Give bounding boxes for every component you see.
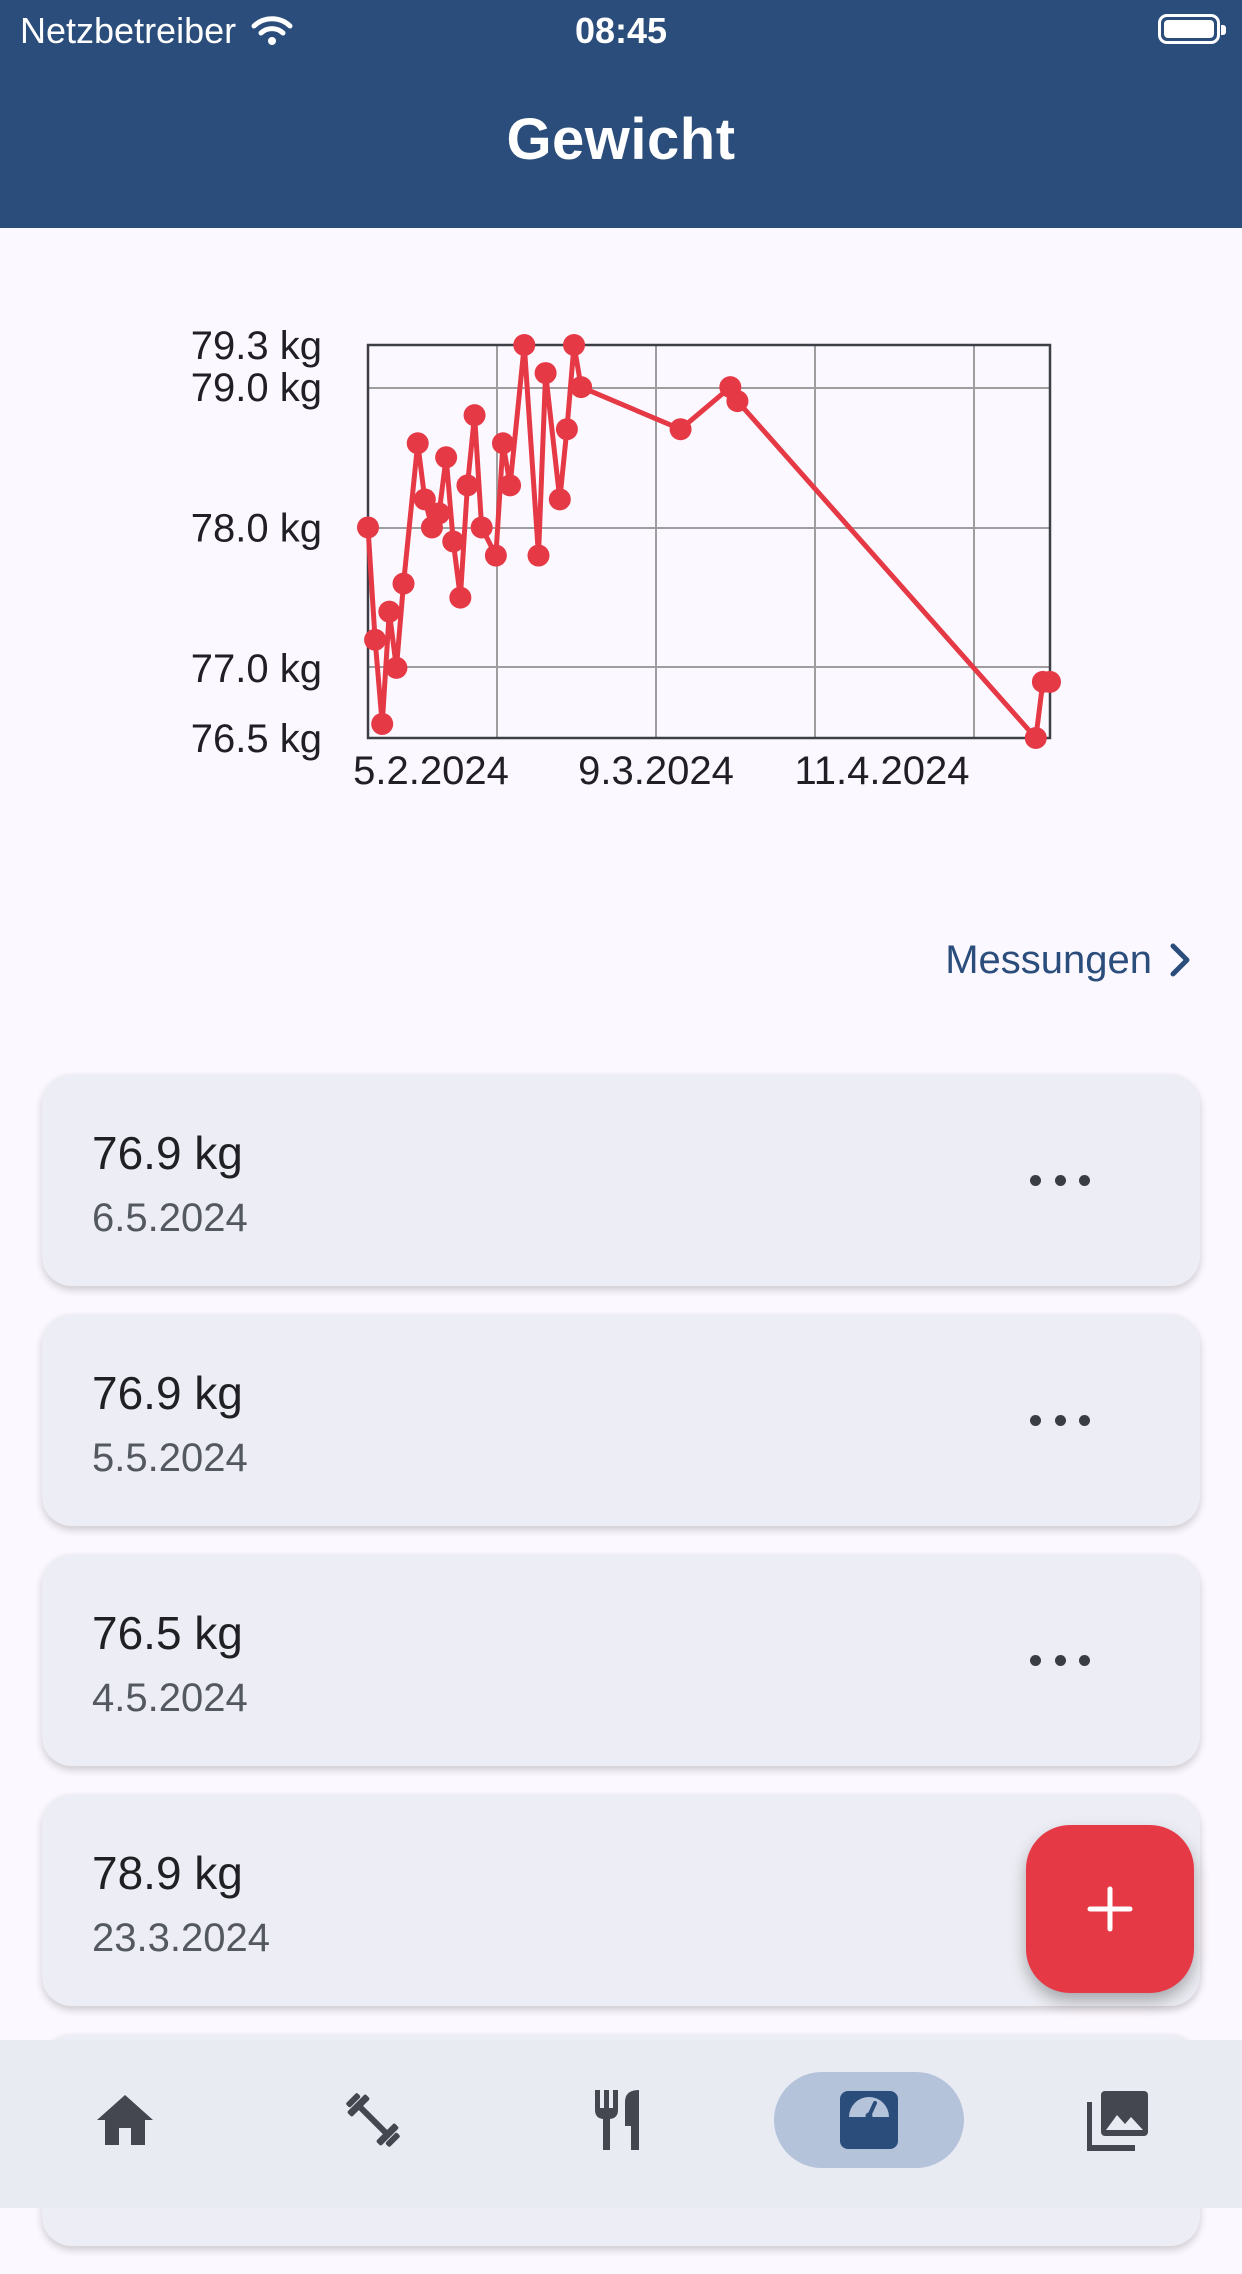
carrier-label: Netzbetreiber: [20, 10, 237, 51]
data-point: [484, 544, 507, 567]
fork-knife-icon: [595, 2090, 639, 2150]
y-tick-label: 79.0 kg: [191, 366, 322, 410]
chevron-right-icon: [1170, 943, 1190, 977]
data-point: [1024, 727, 1047, 749]
data-point: [499, 474, 522, 497]
measurement-card[interactable]: 76.5 kg 4.5.2024: [42, 1554, 1200, 1766]
measurement-weight: 78.9 kg: [92, 1847, 243, 1899]
x-tick-label: 11.4.2024: [795, 749, 970, 793]
x-tick-label: 9.3.2024: [578, 749, 734, 793]
measurement-date: 5.5.2024: [92, 1436, 248, 1480]
wifi-icon: [251, 16, 293, 45]
data-point: [435, 446, 458, 469]
data-point: [442, 530, 465, 553]
add-measurement-button[interactable]: [1026, 1825, 1194, 1993]
data-point: [548, 488, 571, 511]
measurement-date: 23.3.2024: [92, 1916, 270, 1960]
data-point: [470, 516, 493, 539]
data-point: [463, 404, 486, 427]
series-line: [365, 342, 1050, 741]
data-point: [669, 418, 692, 441]
gallery-icon: [1087, 2091, 1148, 2151]
data-point: [413, 488, 436, 511]
y-tick-label: 79.3 kg: [191, 324, 322, 368]
data-point: [428, 502, 451, 525]
status-time: 08:45: [574, 10, 668, 51]
x-axis-ticks: 5.2.2024 9.3.2024 11.4.2024: [353, 749, 969, 793]
more-options-icon[interactable]: [1030, 1160, 1090, 1200]
data-point: [364, 628, 387, 651]
app-bar: Netzbetreiber 08:45 Gewicht: [0, 0, 1242, 228]
scale-icon: [840, 2091, 898, 2149]
data-point: [563, 334, 586, 356]
measurements-link[interactable]: Messungen: [945, 935, 1192, 985]
data-point: [456, 474, 479, 497]
data-point: [449, 586, 472, 609]
bottom-navigation: [0, 2040, 1242, 2208]
data-point: [357, 516, 379, 539]
data-point: [392, 572, 415, 595]
data-point: [513, 334, 536, 356]
nav-item-training[interactable]: [278, 2072, 468, 2168]
y-tick-label: 78.0 kg: [191, 506, 322, 550]
nav-item-weight[interactable]: [774, 2072, 964, 2168]
more-options-icon[interactable]: [1030, 1400, 1090, 1440]
measurement-card[interactable]: 78.9 kg 23.3.2024: [42, 1794, 1200, 2006]
nav-item-nutrition[interactable]: [526, 2072, 716, 2168]
measurement-weight: 76.9 kg: [92, 1127, 243, 1179]
data-point: [406, 432, 429, 455]
measurement-card[interactable]: 76.9 kg 6.5.2024: [42, 1074, 1200, 1286]
data-point: [555, 418, 578, 441]
data-point: [527, 544, 550, 567]
status-carrier: Netzbetreiber: [20, 10, 294, 52]
measurement-weight: 76.9 kg: [92, 1367, 243, 1419]
measurement-date: 4.5.2024: [92, 1676, 248, 1720]
data-point: [378, 600, 401, 623]
x-tick-label: 5.2.2024: [353, 749, 509, 793]
measurement-weight: 76.5 kg: [92, 1607, 243, 1659]
data-point: [385, 656, 408, 679]
measurements-link-label: Messungen: [945, 937, 1152, 982]
battery-icon: [1158, 14, 1226, 44]
data-point: [726, 390, 749, 413]
page-title: Gewicht: [506, 107, 736, 172]
data-point: [570, 376, 593, 399]
data-point: [371, 712, 394, 735]
y-tick-label: 77.0 kg: [191, 647, 322, 691]
data-point: [491, 432, 514, 455]
data-point: [534, 362, 557, 385]
series-points: [357, 334, 1061, 749]
measurement-card[interactable]: 76.9 kg 5.5.2024: [42, 1314, 1200, 1526]
nav-item-home[interactable]: [30, 2072, 220, 2168]
plus-icon: [1087, 1886, 1133, 1932]
data-point: [1039, 670, 1061, 693]
nav-item-gallery[interactable]: [1024, 2072, 1214, 2168]
dumbbell-icon: [346, 2093, 400, 2147]
y-tick-label: 76.5 kg: [191, 717, 322, 761]
measurement-date: 6.5.2024: [92, 1196, 248, 1240]
home-icon: [97, 2095, 153, 2145]
more-options-icon[interactable]: [1030, 1640, 1090, 1680]
